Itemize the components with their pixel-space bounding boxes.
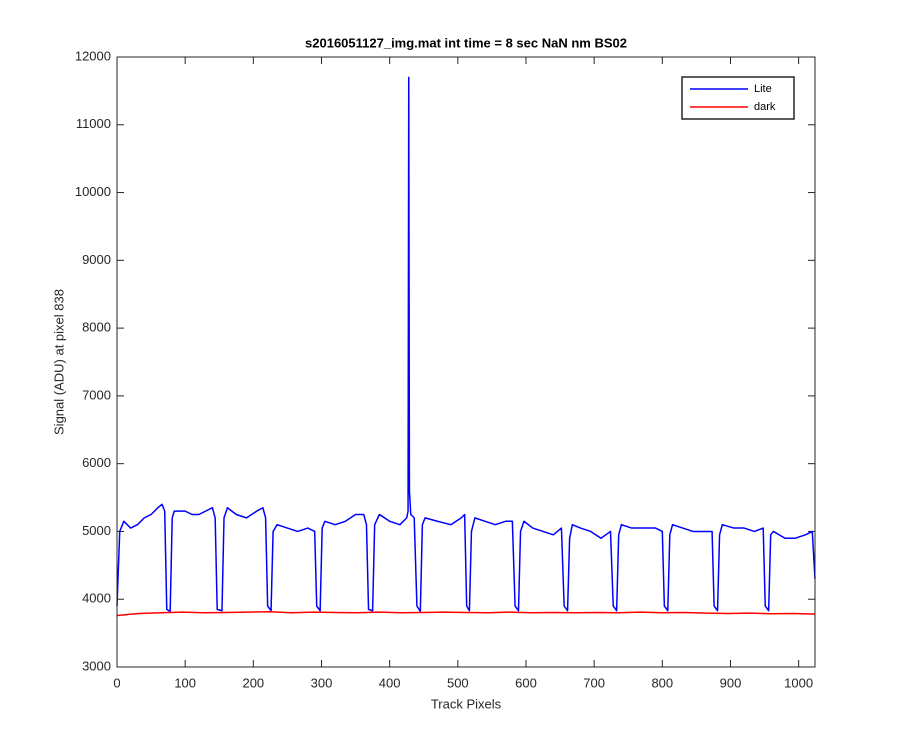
- x-tick-label: 600: [515, 675, 537, 690]
- x-tick-label: 0: [113, 675, 120, 690]
- y-tick-label: 10000: [75, 184, 111, 199]
- x-tick-label: 400: [379, 675, 401, 690]
- plot-frame: [116, 56, 816, 668]
- y-axis-label: Signal (ADU) at pixel 838: [51, 289, 66, 435]
- y-tick-label: 11000: [76, 116, 111, 131]
- x-tick-label: 500: [447, 675, 469, 690]
- series-line: [116, 76, 816, 613]
- x-tick-label: 900: [720, 675, 742, 690]
- legend-label: Lite: [754, 83, 772, 95]
- y-tick-label: 8000: [82, 320, 111, 335]
- x-tick-label: 100: [174, 675, 196, 690]
- legend-box: [681, 76, 795, 120]
- x-axis-label: Track Pixels: [431, 696, 502, 711]
- x-tick-label: 700: [583, 675, 605, 690]
- y-tick-label: 7000: [82, 387, 111, 402]
- y-tick-label: 4000: [82, 591, 111, 606]
- chart-title: s2016051127_img.mat int time = 8 sec NaN…: [305, 35, 627, 50]
- y-tick-label: 5000: [82, 523, 111, 538]
- y-tick-label: 12000: [75, 48, 111, 63]
- x-tick-label: 1000: [784, 675, 813, 690]
- y-tick-label: 3000: [82, 658, 111, 673]
- legend-label: dark: [754, 101, 776, 113]
- y-tick-label: 9000: [82, 252, 111, 267]
- y-tick-label: 6000: [82, 455, 111, 470]
- series-line: [116, 611, 816, 617]
- x-tick-label: 200: [242, 675, 264, 690]
- x-tick-label: 800: [651, 675, 673, 690]
- x-tick-label: 300: [311, 675, 333, 690]
